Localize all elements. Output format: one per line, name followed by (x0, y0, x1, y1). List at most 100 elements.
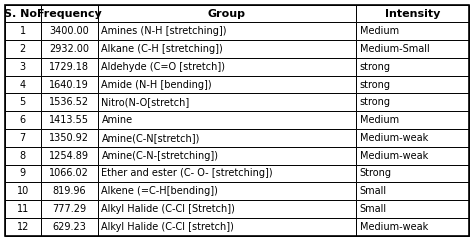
Bar (41, 5, 98, 22)
Text: Medium-weak: Medium-weak (359, 222, 428, 232)
Bar (98, 76, 356, 94)
Bar (41, 111, 98, 129)
Bar (41, 40, 98, 58)
Bar (356, 22, 469, 40)
Bar (5, 22, 41, 40)
Text: 1640.19: 1640.19 (49, 79, 89, 89)
Bar (98, 164, 356, 182)
Bar (356, 5, 469, 22)
Text: 2: 2 (20, 44, 26, 54)
Bar (41, 22, 98, 40)
Text: Amide (N-H [bending]): Amide (N-H [bending]) (101, 79, 212, 89)
Bar (356, 200, 469, 218)
Bar (5, 164, 41, 182)
Text: 1066.02: 1066.02 (49, 169, 89, 178)
Text: 1350.92: 1350.92 (49, 133, 89, 143)
Text: Nitro(N-O[stretch]: Nitro(N-O[stretch] (101, 97, 190, 107)
Bar (5, 218, 41, 236)
Text: 1536.52: 1536.52 (49, 97, 89, 107)
Text: Alkane (C-H [stretching]): Alkane (C-H [stretching]) (101, 44, 223, 54)
Text: 1254.89: 1254.89 (49, 151, 89, 161)
Bar (5, 94, 41, 111)
Text: strong: strong (359, 62, 391, 72)
Bar (5, 76, 41, 94)
Text: Amine: Amine (101, 115, 133, 125)
Text: strong: strong (359, 79, 391, 89)
Bar (98, 22, 356, 40)
Bar (5, 40, 41, 58)
Bar (98, 94, 356, 111)
Bar (98, 40, 356, 58)
Text: 1: 1 (20, 26, 26, 36)
Text: Medium-Small: Medium-Small (359, 44, 429, 54)
Bar (41, 94, 98, 111)
Bar (356, 129, 469, 147)
Bar (41, 147, 98, 164)
Text: 6: 6 (20, 115, 26, 125)
Text: Small: Small (359, 204, 387, 214)
Text: 1729.18: 1729.18 (49, 62, 89, 72)
Bar (356, 111, 469, 129)
Bar (5, 182, 41, 200)
Text: 8: 8 (20, 151, 26, 161)
Bar (41, 218, 98, 236)
Text: 1413.55: 1413.55 (49, 115, 89, 125)
Text: Alkyl Halide (C-Cl [stretch]): Alkyl Halide (C-Cl [stretch]) (101, 222, 234, 232)
Bar (98, 111, 356, 129)
Bar (98, 218, 356, 236)
Text: 2932.00: 2932.00 (49, 44, 89, 54)
Text: Ether and ester (C- O- [stretching]): Ether and ester (C- O- [stretching]) (101, 169, 273, 178)
Bar (5, 5, 41, 22)
Bar (41, 164, 98, 182)
Text: Amines (N-H [stretching]): Amines (N-H [stretching]) (101, 26, 227, 36)
Text: Medium: Medium (359, 26, 399, 36)
Bar (5, 58, 41, 76)
Text: 3: 3 (20, 62, 26, 72)
Text: 12: 12 (17, 222, 29, 232)
Bar (356, 58, 469, 76)
Bar (98, 182, 356, 200)
Bar (5, 129, 41, 147)
Text: 7: 7 (20, 133, 26, 143)
Bar (5, 111, 41, 129)
Text: Strong: Strong (359, 169, 392, 178)
Text: 777.29: 777.29 (52, 204, 86, 214)
Bar (356, 76, 469, 94)
Text: 9: 9 (20, 169, 26, 178)
Bar (356, 94, 469, 111)
Text: Amine(C-N-[stretching]): Amine(C-N-[stretching]) (101, 151, 219, 161)
Text: Medium-weak: Medium-weak (359, 133, 428, 143)
Text: 629.23: 629.23 (52, 222, 86, 232)
Text: S. No.: S. No. (4, 9, 41, 19)
Bar (98, 129, 356, 147)
Bar (41, 182, 98, 200)
Text: 819.96: 819.96 (53, 186, 86, 196)
Bar (356, 164, 469, 182)
Bar (356, 147, 469, 164)
Bar (5, 147, 41, 164)
Text: Intensity: Intensity (385, 9, 440, 19)
Bar (98, 58, 356, 76)
Text: Medium-weak: Medium-weak (359, 151, 428, 161)
Bar (41, 58, 98, 76)
Text: Frequency: Frequency (37, 9, 101, 19)
Bar (98, 200, 356, 218)
Bar (41, 129, 98, 147)
Text: 3400.00: 3400.00 (49, 26, 89, 36)
Bar (98, 147, 356, 164)
Text: 5: 5 (20, 97, 26, 107)
Text: strong: strong (359, 97, 391, 107)
Bar (356, 40, 469, 58)
Bar (5, 200, 41, 218)
Text: 10: 10 (17, 186, 29, 196)
Text: 4: 4 (20, 79, 26, 89)
Text: Group: Group (208, 9, 246, 19)
Bar (41, 76, 98, 94)
Text: Aldehyde (C=O [stretch]): Aldehyde (C=O [stretch]) (101, 62, 226, 72)
Text: Amine(C-N[stretch]): Amine(C-N[stretch]) (101, 133, 200, 143)
Bar (356, 182, 469, 200)
Bar (356, 218, 469, 236)
Text: Small: Small (359, 186, 387, 196)
Bar (98, 5, 356, 22)
Text: Medium: Medium (359, 115, 399, 125)
